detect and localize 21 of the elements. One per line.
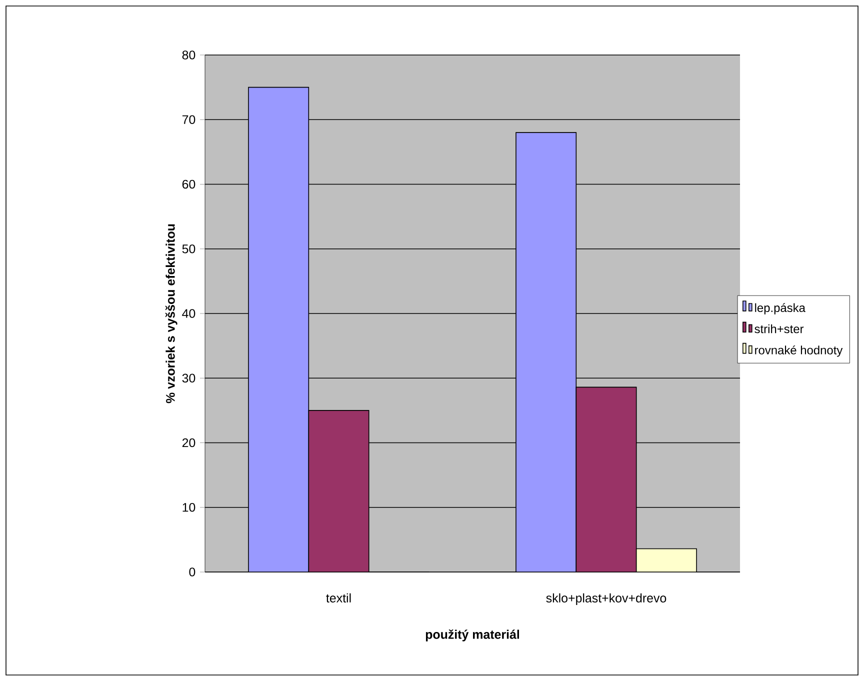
y-tick-label: 30 bbox=[182, 374, 196, 383]
y-tick-label: 80 bbox=[182, 50, 196, 60]
bar bbox=[636, 548, 697, 572]
y-axis-title: % vzoriek s vyššou efektivitou bbox=[165, 224, 178, 404]
y-tick-label: 0 bbox=[189, 568, 196, 576]
legend-label: lep.páska bbox=[755, 303, 806, 314]
y-tick-label: 40 bbox=[182, 309, 196, 318]
bar bbox=[576, 386, 637, 572]
x-axis-title: použitý materiál bbox=[426, 629, 520, 642]
x-tick-label: textil bbox=[326, 593, 351, 602]
y-tick-label: 60 bbox=[182, 180, 196, 189]
legend-label: rovnaké hodnoty bbox=[755, 345, 843, 357]
bar bbox=[308, 410, 370, 572]
legend-label: strih+ster bbox=[754, 324, 804, 334]
x-tick-label: sklo+plast+kov+drevo bbox=[546, 593, 666, 605]
y-tick-label: 20 bbox=[182, 438, 196, 448]
y-tick-label: 50 bbox=[182, 244, 196, 254]
y-tick-label: 70 bbox=[182, 115, 196, 124]
bar bbox=[516, 132, 577, 572]
bar bbox=[248, 86, 310, 572]
y-tick-label: 10 bbox=[182, 502, 196, 512]
